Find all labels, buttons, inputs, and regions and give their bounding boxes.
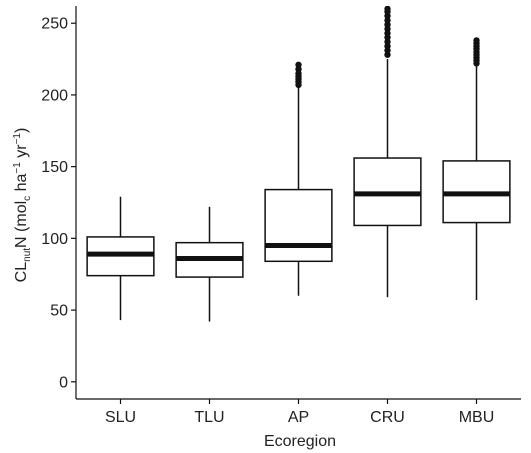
- x-axis-title: Ecoregion: [264, 433, 336, 450]
- box-group-mbu: [442, 37, 511, 301]
- box-group-ap: [264, 61, 333, 296]
- x-tick-label: CRU: [370, 409, 405, 426]
- y-axis-title-part: nut: [22, 248, 33, 262]
- box-iqr: [264, 188, 333, 263]
- x-tick-label: MBU: [459, 409, 495, 426]
- x-tick-label: SLU: [105, 409, 136, 426]
- box-group-slu: [86, 196, 155, 321]
- y-tick-label: 0: [59, 374, 68, 391]
- y-axis-title-part: CL: [13, 262, 30, 283]
- y-tick-label: 200: [41, 87, 68, 104]
- x-tick-label: TLU: [194, 409, 224, 426]
- y-tick-label: 100: [41, 231, 68, 248]
- outlier-point: [473, 37, 480, 44]
- y-tick-label: 150: [41, 159, 68, 176]
- outlier-point: [384, 6, 391, 13]
- y-axis-title-part: yr: [13, 144, 30, 162]
- y-axis-title-part: c: [22, 196, 33, 201]
- x-tick-label: AP: [288, 409, 309, 426]
- y-axis-title: CLnutN (molc ha−1 yr−1): [12, 128, 33, 283]
- y-axis-title-part: ha: [13, 174, 30, 196]
- y-axis-title-part: −1: [12, 162, 23, 174]
- y-axis-title-part: N (mol: [13, 201, 30, 248]
- box-group-tlu: [175, 206, 244, 322]
- y-tick-label: 50: [50, 303, 68, 320]
- box-group-cru: [353, 6, 422, 298]
- y-axis-title-part: ): [13, 128, 30, 133]
- y-axis-title-part: −1: [12, 133, 23, 145]
- plot-area: 0 50 100 150 200 250 SLU TLU AP CRU MBU: [41, 6, 521, 426]
- outlier-point: [295, 61, 302, 69]
- y-tick-label: 250: [41, 16, 68, 33]
- box-marks: [86, 6, 511, 322]
